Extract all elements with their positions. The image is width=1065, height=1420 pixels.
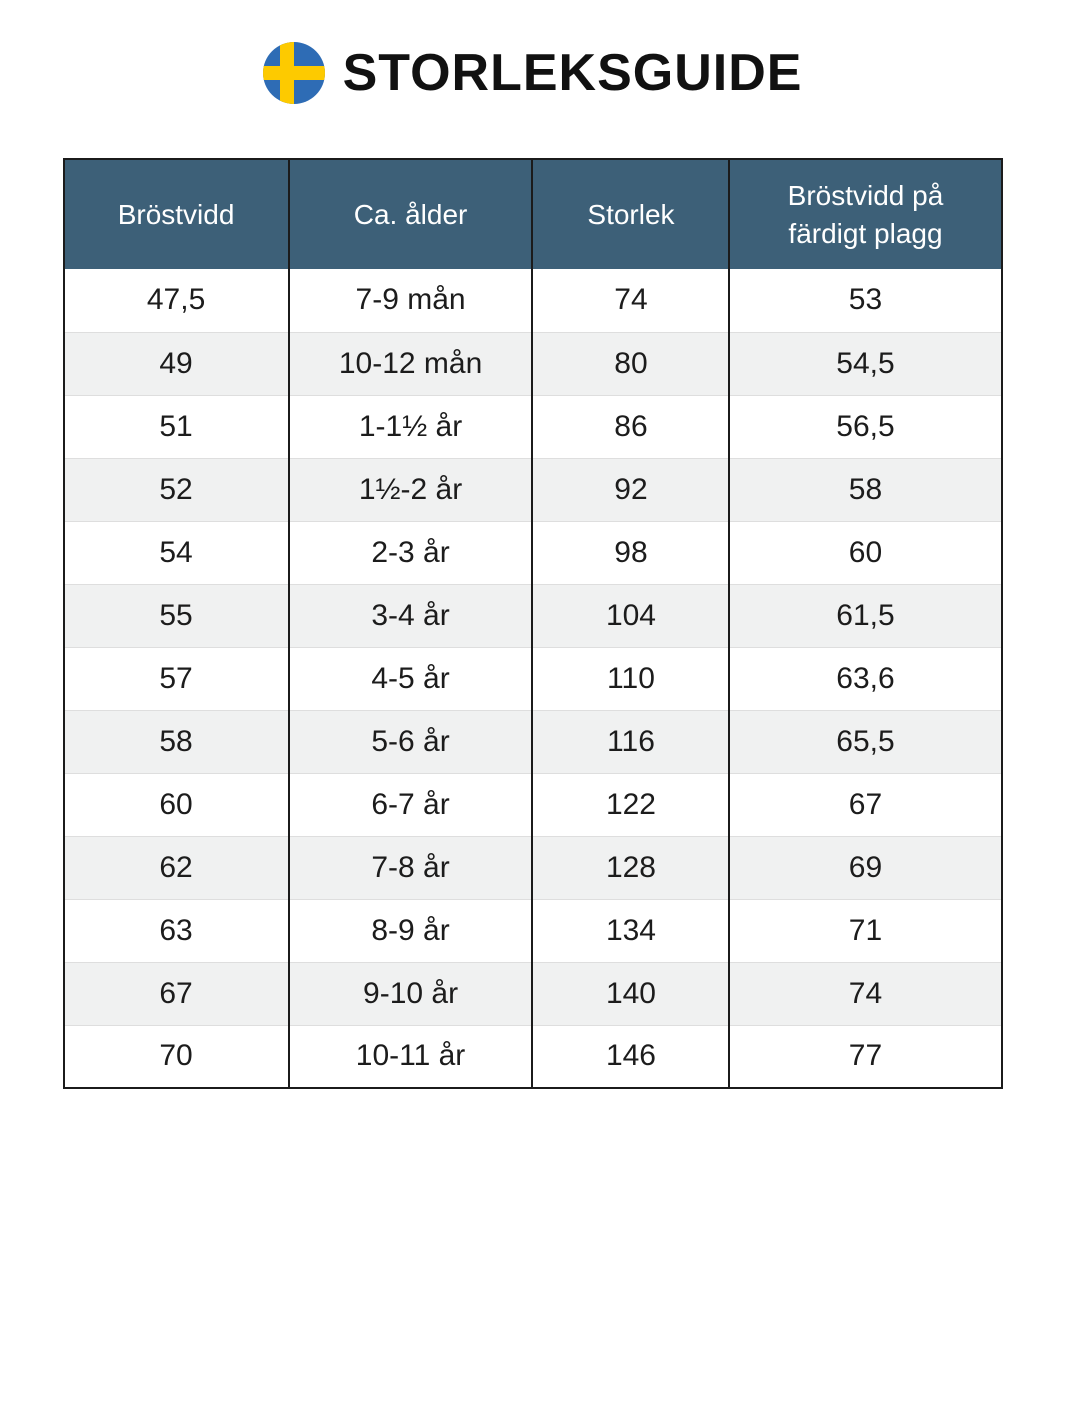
table-cell: 63 bbox=[63, 898, 289, 962]
table-cell: 65,5 bbox=[728, 709, 1002, 773]
table-cell: 69 bbox=[728, 835, 1002, 899]
table-cell: 122 bbox=[531, 772, 730, 836]
page-title: STORLEKSGUIDE bbox=[342, 44, 803, 102]
table-cell: 54 bbox=[63, 520, 289, 584]
table-row: 51 1-1½ år 86 56,5 bbox=[63, 394, 1002, 458]
table-cell: 57 bbox=[63, 646, 289, 710]
table-cell: 86 bbox=[531, 394, 730, 458]
column-header-brostvidd: Bröstvidd bbox=[63, 159, 289, 269]
table-cell: 61,5 bbox=[728, 583, 1002, 647]
table-body: 47,5 7-9 mån 74 53 49 10-12 mån 80 54,5 51 1-1½ å… bbox=[63, 269, 1002, 1088]
table-cell: 52 bbox=[63, 457, 289, 521]
table-cell: 92 bbox=[531, 457, 730, 521]
table-cell: 58 bbox=[63, 709, 289, 773]
table-cell: 67 bbox=[728, 772, 1002, 836]
table-row: 55 3-4 år 104 61,5 bbox=[63, 583, 1002, 647]
table-cell: 140 bbox=[531, 961, 730, 1025]
table-cell: 63,6 bbox=[728, 646, 1002, 710]
table-cell: 9-10 år bbox=[287, 961, 533, 1025]
table-row: 49 10-12 mån 80 54,5 bbox=[63, 331, 1002, 395]
table-cell: 5-6 år bbox=[287, 709, 533, 773]
table-cell: 104 bbox=[531, 583, 730, 647]
table-cell: 67 bbox=[63, 961, 289, 1025]
table-cell: 128 bbox=[531, 835, 730, 899]
table-cell: 47,5 bbox=[63, 269, 289, 332]
table-row: 67 9-10 år 140 74 bbox=[63, 961, 1002, 1025]
table-cell: 56,5 bbox=[728, 394, 1002, 458]
table-cell: 80 bbox=[531, 331, 730, 395]
table-cell: 58 bbox=[728, 457, 1002, 521]
table-cell: 70 bbox=[63, 1024, 289, 1088]
table-cell: 1½-2 år bbox=[287, 457, 533, 521]
flag-cross-horizontal bbox=[262, 66, 325, 80]
table-row: 52 1½-2 år 92 58 bbox=[63, 457, 1002, 521]
table-row: 58 5-6 år 116 65,5 bbox=[63, 709, 1002, 773]
column-header-ca-alder: Ca. ålder bbox=[287, 159, 533, 269]
table-cell: 60 bbox=[63, 772, 289, 836]
table-row: 57 4-5 år 110 63,6 bbox=[63, 646, 1002, 710]
table-cell: 3-4 år bbox=[287, 583, 533, 647]
table-cell: 60 bbox=[728, 520, 1002, 584]
column-header-storlek: Storlek bbox=[531, 159, 730, 269]
size-guide-table: Bröstvidd Ca. ålder Storlek Bröstvidd på… bbox=[62, 158, 1003, 1089]
table-cell: 7-8 år bbox=[287, 835, 533, 899]
table-cell: 77 bbox=[728, 1024, 1002, 1088]
table-cell: 49 bbox=[63, 331, 289, 395]
table-row: 60 6-7 år 122 67 bbox=[63, 772, 1002, 836]
table-cell: 55 bbox=[63, 583, 289, 647]
swedish-flag-icon bbox=[262, 42, 325, 104]
table-cell: 62 bbox=[63, 835, 289, 899]
table-cell: 74 bbox=[531, 269, 730, 332]
table-row: 70 10-11 år 146 77 bbox=[63, 1024, 1002, 1088]
table-cell: 8-9 år bbox=[287, 898, 533, 962]
table-cell: 7-9 mån bbox=[287, 269, 533, 332]
column-header-brostvidd-fardigt-plagg: Bröstvidd på färdigt plagg bbox=[728, 159, 1002, 269]
table-cell: 10-12 mån bbox=[287, 331, 533, 395]
table-cell: 53 bbox=[728, 269, 1002, 332]
table-cell: 1-1½ år bbox=[287, 394, 533, 458]
page-header: STORLEKSGUIDE bbox=[0, 0, 1065, 104]
table-row: 63 8-9 år 134 71 bbox=[63, 898, 1002, 962]
table-cell: 6-7 år bbox=[287, 772, 533, 836]
flag-cross-vertical bbox=[279, 42, 294, 104]
table-cell: 116 bbox=[531, 709, 730, 773]
table-cell: 10-11 år bbox=[287, 1024, 533, 1088]
table-header-row: Bröstvidd Ca. ålder Storlek Bröstvidd på… bbox=[63, 159, 1002, 269]
table-cell: 98 bbox=[531, 520, 730, 584]
table-cell: 110 bbox=[531, 646, 730, 710]
table-cell: 74 bbox=[728, 961, 1002, 1025]
table-cell: 54,5 bbox=[728, 331, 1002, 395]
table-cell: 2-3 år bbox=[287, 520, 533, 584]
table-cell: 146 bbox=[531, 1024, 730, 1088]
table-row: 62 7-8 år 128 69 bbox=[63, 835, 1002, 899]
table-cell: 71 bbox=[728, 898, 1002, 962]
table-row: 54 2-3 år 98 60 bbox=[63, 520, 1002, 584]
table-cell: 4-5 år bbox=[287, 646, 533, 710]
table-cell: 51 bbox=[63, 394, 289, 458]
table-cell: 134 bbox=[531, 898, 730, 962]
table-row: 47,5 7-9 mån 74 53 bbox=[63, 269, 1002, 332]
